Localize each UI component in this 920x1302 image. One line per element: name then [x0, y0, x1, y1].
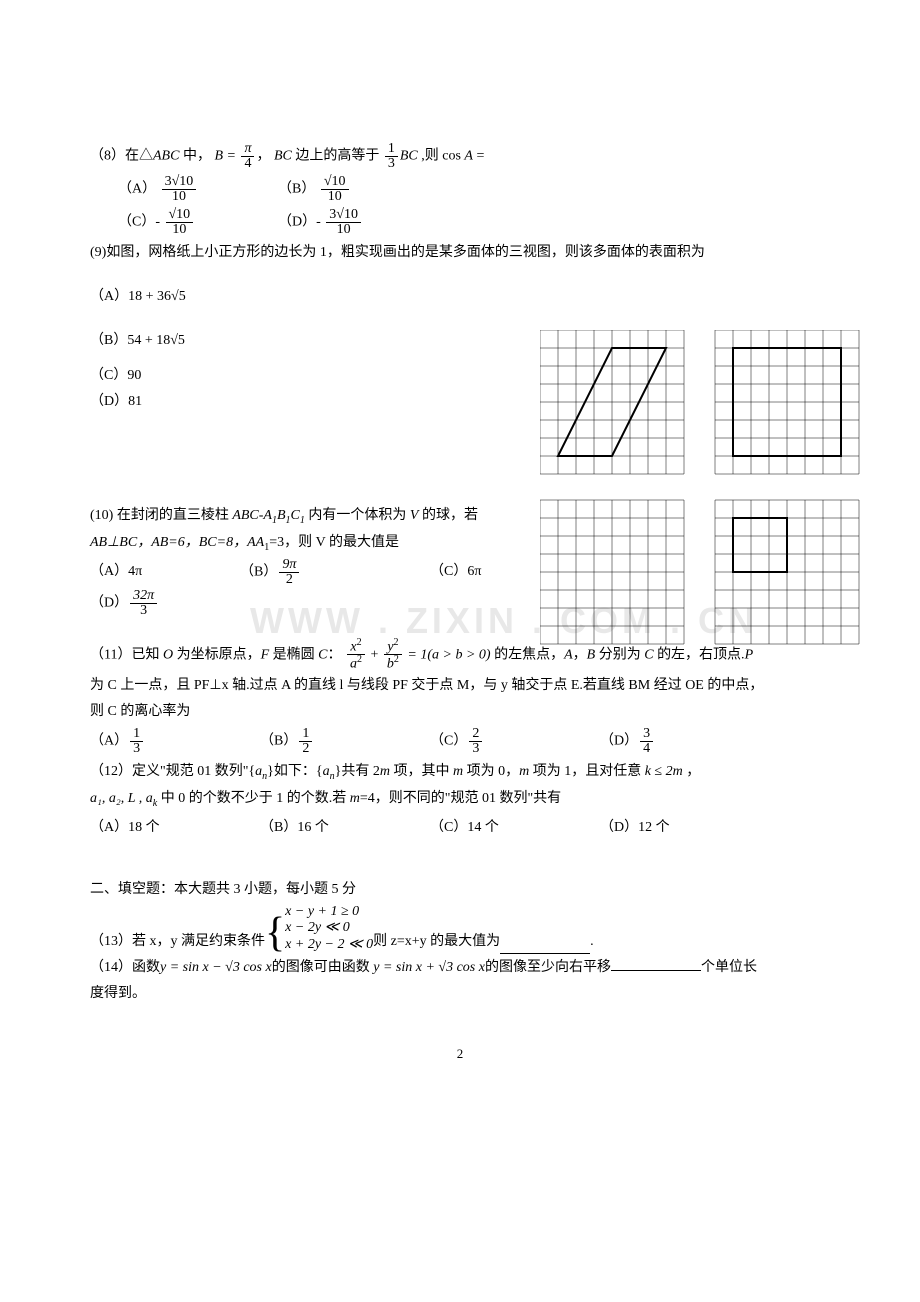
- q8-optC: （C）- √1010: [118, 208, 278, 237]
- q9-optB: （B）54 + 18√5: [90, 329, 830, 353]
- q14-blank: [611, 956, 701, 971]
- q12-stem2: a₁, a₂, L , ak 中 0 的个数不少于 1 的个数.若 m=4，则不…: [90, 787, 830, 812]
- q12-options: （A）18 个 （B）16 个 （C）14 个 （D）12 个: [90, 814, 830, 842]
- q11-stem2: 为 C 上一点，且 PF⊥x 轴.过点 A 的直线 l 与线段 PF 交于点 M…: [90, 674, 830, 698]
- section2-heading: 二、填空题：本大题共 3 小题，每小题 5 分: [90, 878, 830, 902]
- q13-blank: [500, 939, 590, 954]
- q10-optB: （B）9π2: [240, 558, 430, 587]
- q9-optC: （C）90: [90, 364, 830, 388]
- q13: （13）若 x，y 满足约束条件 { x − y + 1 ≥ 0 x − 2y …: [90, 904, 830, 954]
- q11-options: （A）13 （B）12 （C）23 （D）34: [90, 725, 830, 758]
- q8-options-row2: （C）- √1010 （D）- 3√1010: [118, 206, 830, 239]
- q8-options-row1: （A） 3√1010 （B） √1010: [118, 173, 830, 206]
- q10-stem2: AB⊥BC，AB=6，BC=8，AA1=3，则 V 的最大值是: [90, 531, 830, 556]
- q8-optA: （A） 3√1010: [118, 175, 278, 204]
- q9-optA: （A）18 + 36√5: [90, 285, 830, 309]
- q9-stem: (9)如图，网格纸上小正方形的边长为 1，粗实现画出的是某多面体的三视图，则该多…: [90, 241, 830, 265]
- q9-optD: （D）81: [90, 390, 830, 414]
- q14-line2: 度得到。: [90, 982, 830, 1006]
- q12-stem1: （12）定义"规范 01 数列"{an}如下：{an}共有 2m 项，其中 m …: [90, 760, 830, 785]
- q8-optB: （B） √1010: [278, 175, 438, 204]
- q11-stem3: 则 C 的离心率为: [90, 700, 830, 724]
- q8-optD: （D）- 3√1010: [278, 208, 438, 237]
- q10-options: （A）4π （B）9π2 （C）6π: [90, 558, 830, 587]
- page-number: 2: [90, 1046, 830, 1062]
- q14-line1: （14）函数y = sin x − √3 cos x的图像可由函数 y = si…: [90, 956, 830, 980]
- q11-stem1: （11）已知 O 为坐标原点，F 是椭圆 C： x2a2 + y2b2 = 1(…: [90, 638, 830, 672]
- q10-optA: （A）4π: [90, 560, 240, 584]
- q10-optC: （C）6π: [430, 560, 540, 584]
- q10-optD: （D）32π3: [90, 589, 830, 618]
- q8-stem: （8）在△ABC 中， B = π4， BC 边上的高等于 13BC ,则 co…: [90, 142, 830, 171]
- q10-stem1: (10) 在封闭的直三棱柱 ABC-A1B1C1 内有一个体积为 V 的球，若: [90, 504, 830, 529]
